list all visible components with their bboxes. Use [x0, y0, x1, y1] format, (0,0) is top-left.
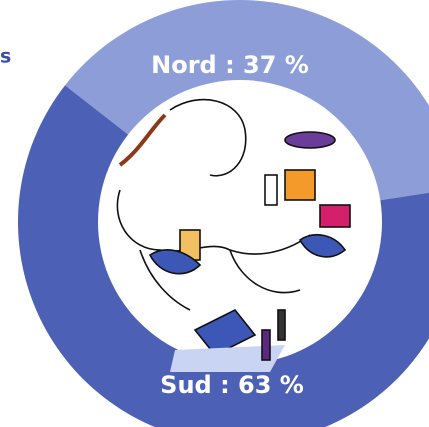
- chart: s Nord : 37 % Sud : 63 %: [0, 0, 429, 427]
- slice-label: Nord : 37 %: [151, 51, 309, 79]
- slice-label: Sud : 63 %: [160, 371, 304, 399]
- chart-title: s: [0, 46, 11, 68]
